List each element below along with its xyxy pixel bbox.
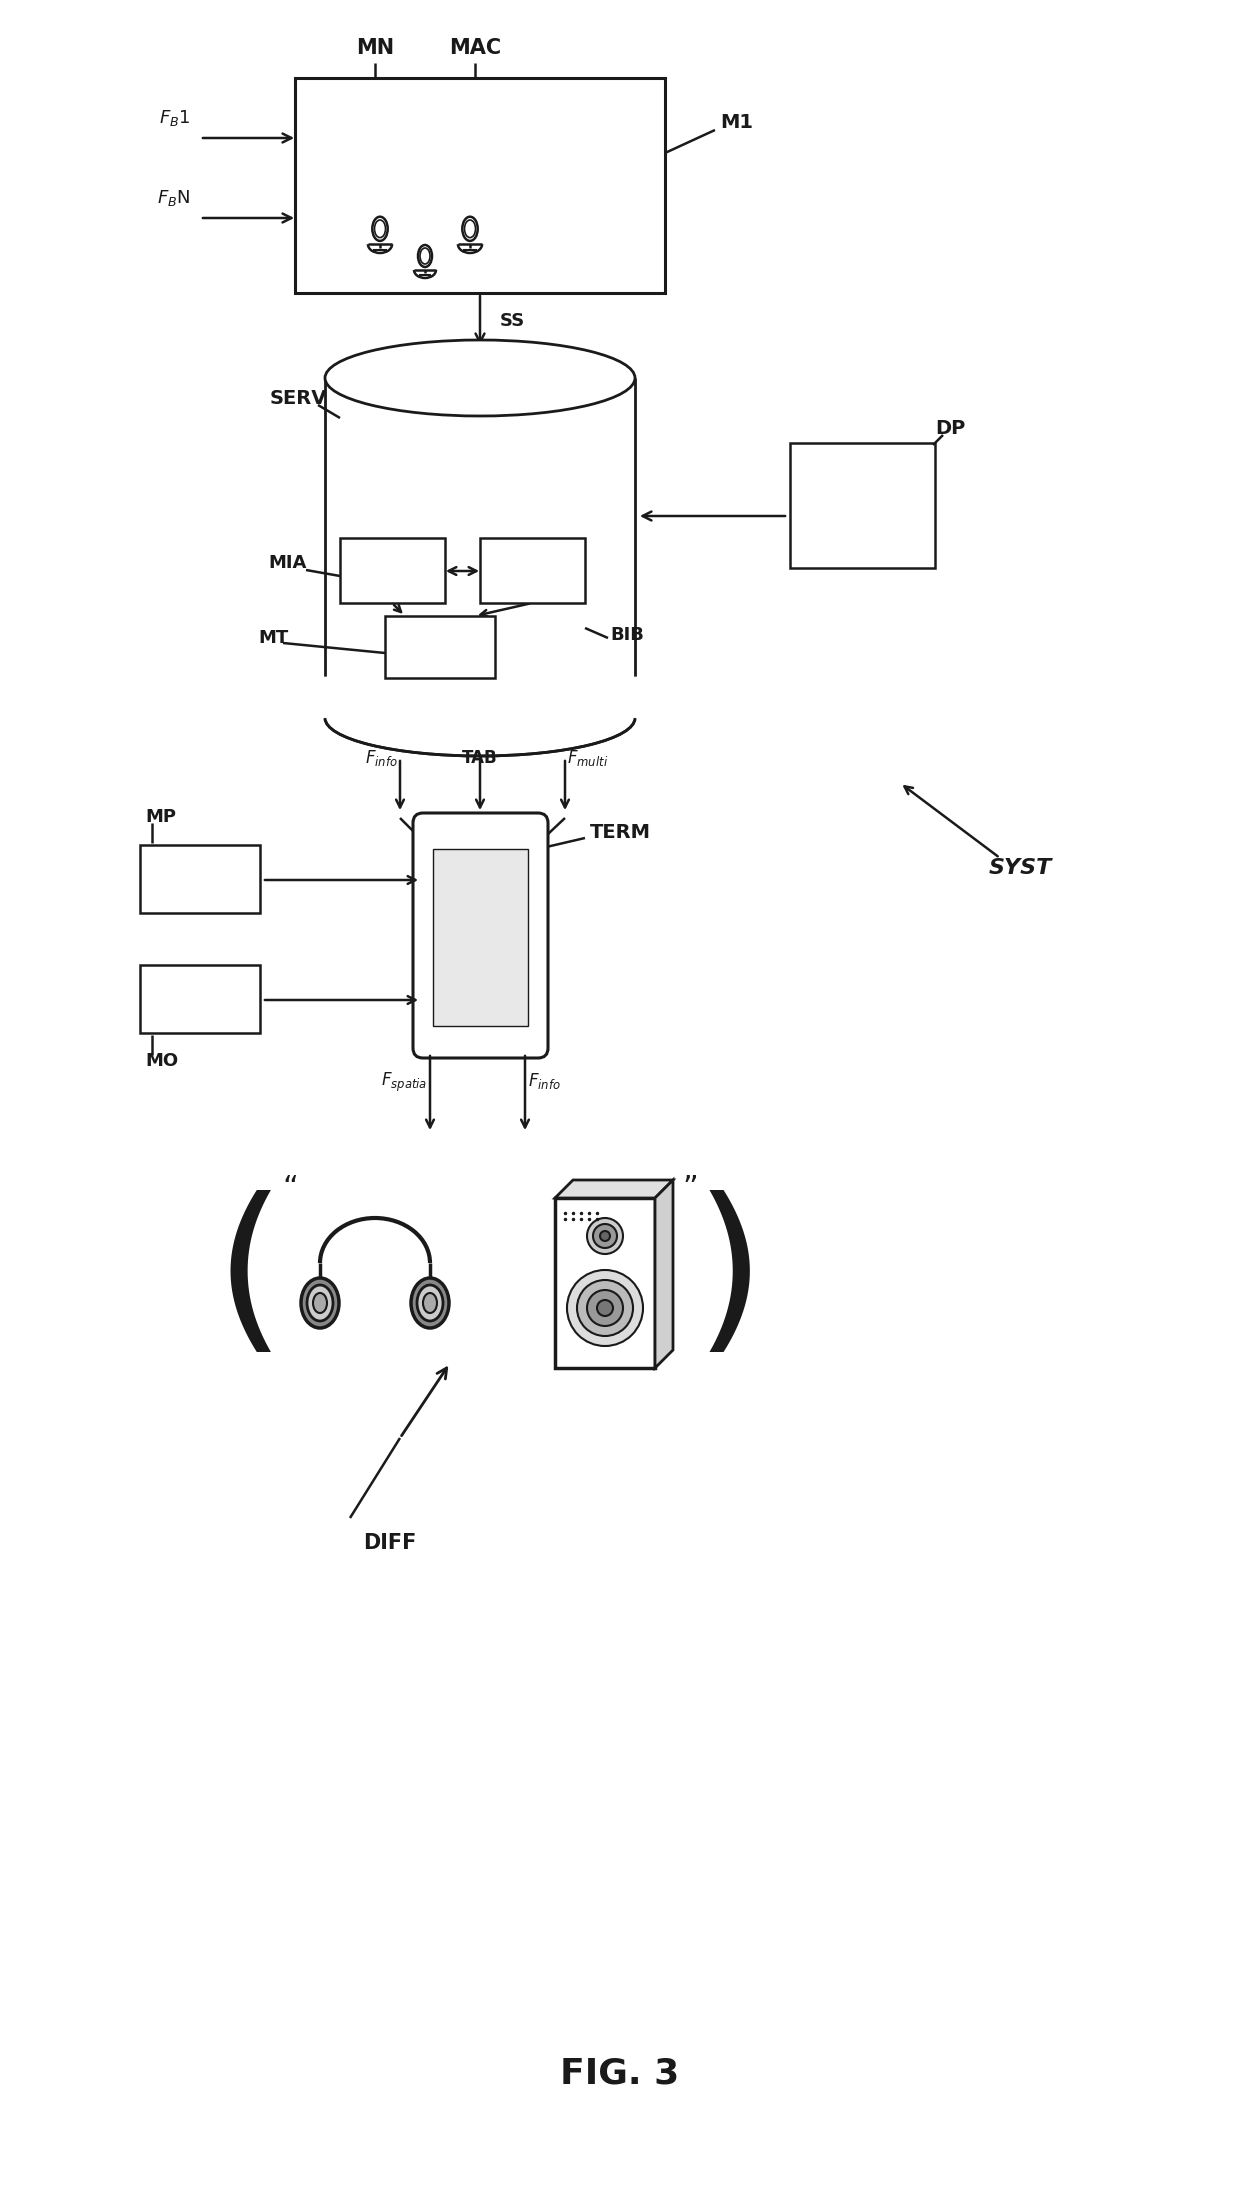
Ellipse shape [308, 1284, 334, 1322]
Bar [322, 676, 639, 718]
Text: TAB: TAB [463, 748, 497, 768]
Text: $F_{info}$: $F_{info}$ [365, 748, 398, 768]
Ellipse shape [417, 1284, 443, 1322]
Text: MT: MT [258, 628, 288, 648]
Polygon shape [556, 1179, 673, 1199]
Text: $F_{spatia}$: $F_{spatia}$ [381, 1070, 427, 1094]
Text: (: ( [215, 1190, 285, 1365]
Bar [140, 845, 260, 912]
Circle shape [587, 1291, 622, 1326]
Bar [140, 965, 260, 1033]
Circle shape [587, 1219, 622, 1254]
Text: MP: MP [145, 807, 176, 827]
Text: MN: MN [356, 37, 394, 59]
Circle shape [593, 1223, 618, 1247]
Ellipse shape [465, 221, 475, 238]
Text: SYST: SYST [988, 858, 1052, 877]
Text: FIG. 3: FIG. 3 [560, 2057, 680, 2090]
Text: “: “ [281, 1173, 298, 1203]
Text: MAC: MAC [449, 37, 501, 59]
FancyBboxPatch shape [413, 814, 548, 1059]
Text: ”: ” [682, 1173, 698, 1203]
Circle shape [577, 1280, 632, 1337]
Ellipse shape [325, 339, 635, 416]
Ellipse shape [420, 247, 430, 265]
Bar [295, 79, 665, 293]
Circle shape [600, 1232, 610, 1241]
Text: ): ) [694, 1190, 765, 1365]
Circle shape [596, 1300, 613, 1315]
Text: SS: SS [500, 313, 526, 330]
Text: $F_{info}$: $F_{info}$ [528, 1070, 560, 1092]
Ellipse shape [410, 1278, 449, 1328]
Text: SERV: SERV [270, 389, 327, 407]
Polygon shape [655, 1179, 673, 1368]
Text: TERM: TERM [590, 823, 651, 842]
Ellipse shape [312, 1293, 327, 1313]
Text: MIA: MIA [268, 554, 306, 571]
Circle shape [567, 1269, 644, 1346]
Bar [790, 442, 935, 569]
Ellipse shape [372, 217, 388, 241]
Text: $F_{multi}$: $F_{multi}$ [567, 748, 609, 768]
Text: BIB: BIB [610, 626, 644, 643]
Ellipse shape [374, 221, 386, 238]
Ellipse shape [418, 245, 432, 267]
Ellipse shape [463, 217, 477, 241]
Bar [556, 1199, 655, 1368]
Bar [480, 538, 585, 604]
Bar [322, 676, 639, 718]
Bar [384, 617, 495, 678]
Ellipse shape [301, 1278, 339, 1328]
Text: $F_B$1: $F_B$1 [159, 107, 190, 129]
Ellipse shape [423, 1293, 436, 1313]
Bar [433, 849, 528, 1026]
Text: DIFF: DIFF [363, 1534, 417, 1553]
Text: $F_B$N: $F_B$N [156, 188, 190, 208]
Text: M1: M1 [720, 114, 753, 133]
Bar [340, 538, 445, 604]
Text: DP: DP [935, 418, 965, 438]
Ellipse shape [325, 680, 635, 757]
Text: MO: MO [145, 1052, 179, 1070]
